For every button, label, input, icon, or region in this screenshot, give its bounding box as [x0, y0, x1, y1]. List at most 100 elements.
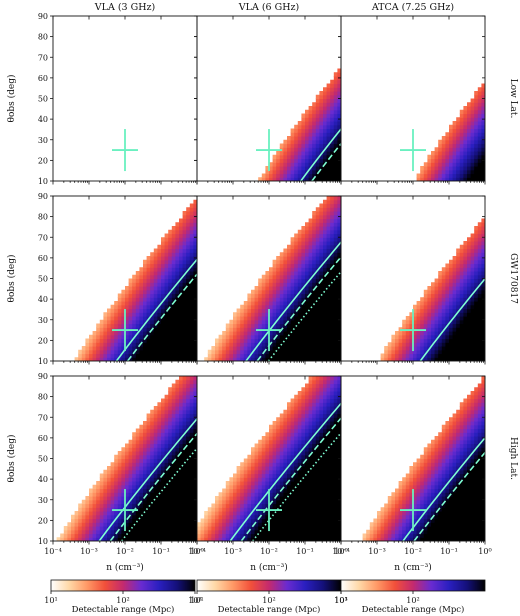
heatmap-cell — [240, 357, 245, 361]
heatmap-cell — [434, 323, 439, 328]
heatmap-cell — [229, 526, 234, 531]
heatmap-cell — [168, 424, 173, 430]
heatmap-cell — [128, 469, 133, 475]
heatmap-cell — [243, 507, 248, 512]
heatmap-cell — [431, 338, 436, 343]
heatmap-cell — [261, 514, 266, 520]
heatmap-cell — [114, 312, 119, 317]
heatmap-cell — [229, 349, 234, 355]
heatmap-cell — [175, 417, 180, 422]
heatmap-cell — [452, 151, 457, 156]
heatmap-cell — [333, 162, 338, 167]
heatmap-cell — [175, 537, 180, 541]
heatmap-cell — [312, 342, 317, 347]
heatmap-cell — [294, 244, 299, 250]
heatmap-cell — [305, 166, 310, 171]
heatmap-cell — [269, 331, 274, 336]
heatmap-cell — [132, 432, 137, 437]
heatmap-cell — [470, 139, 475, 145]
heatmap-cell — [467, 124, 472, 130]
heatmap-cell — [175, 499, 180, 505]
heatmap-cell — [254, 312, 259, 317]
heatmap-cell — [150, 447, 155, 452]
heatmap-cell — [398, 353, 403, 358]
heatmap-cell — [168, 237, 173, 242]
heatmap-cell — [279, 421, 284, 426]
heatmap-cell — [153, 439, 158, 445]
heatmap-cell — [420, 297, 425, 302]
heatmap-cell — [189, 518, 194, 523]
heatmap-cell — [186, 387, 191, 392]
heatmap-cell — [272, 462, 277, 467]
heatmap-cell — [171, 259, 176, 265]
heatmap-cell — [481, 113, 485, 118]
heatmap-cell — [168, 267, 173, 272]
heatmap-cell — [272, 447, 277, 452]
heatmap-cell — [279, 316, 284, 321]
heatmap-cell — [150, 338, 155, 343]
heatmap-cell — [103, 473, 108, 478]
heatmap-cell — [272, 477, 277, 482]
heatmap-cell — [395, 346, 400, 351]
heatmap-cell — [218, 334, 223, 340]
heatmap-cell — [294, 304, 299, 310]
heatmap-cell — [121, 304, 126, 310]
heatmap-cell — [441, 342, 446, 347]
heatmap-cell — [276, 454, 281, 460]
heatmap-cell — [315, 237, 320, 242]
heatmap-cell — [294, 151, 299, 156]
heatmap-cell — [168, 274, 173, 280]
heatmap-cell — [312, 143, 317, 148]
heatmap-cell — [153, 301, 158, 306]
heatmap-cell — [110, 533, 115, 538]
heatmap-cell — [337, 323, 341, 328]
heatmap-cell — [265, 297, 270, 302]
heatmap-cell — [168, 439, 173, 445]
heatmap-cell — [308, 109, 313, 115]
heatmap-cell — [315, 248, 320, 253]
heatmap-cell — [236, 496, 241, 501]
heatmap-cell — [323, 94, 328, 100]
heatmap-cell — [128, 312, 133, 317]
heatmap-cell — [283, 286, 288, 291]
heatmap-cell — [171, 304, 176, 310]
heatmap-cell — [431, 293, 436, 298]
heatmap-cell — [481, 128, 485, 133]
heatmap-cell — [323, 124, 328, 130]
heatmap-cell — [258, 301, 263, 306]
heatmap-cell — [189, 349, 194, 355]
heatmap-cell — [459, 244, 464, 250]
heatmap-cell — [269, 496, 274, 501]
heatmap-cell — [391, 349, 396, 355]
heatmap-cell — [251, 319, 256, 325]
heatmap-cell — [153, 297, 158, 302]
heatmap-cell — [179, 428, 184, 433]
heatmap-cell — [135, 439, 140, 445]
heatmap-cell — [182, 211, 187, 216]
heatmap-cell — [193, 244, 197, 250]
heatmap-cell — [254, 462, 259, 467]
heatmap-cell — [474, 316, 479, 321]
heatmap-cell — [146, 526, 151, 531]
heatmap-cell — [265, 432, 270, 437]
heatmap-cell — [182, 214, 187, 220]
heatmap-cell — [297, 132, 302, 137]
heatmap-cell — [265, 173, 270, 178]
heatmap-cell — [337, 274, 341, 280]
heatmap-cell — [182, 301, 187, 306]
heatmap-cell — [326, 353, 331, 358]
heatmap-cell — [445, 166, 450, 171]
heatmap-cell — [251, 533, 256, 538]
heatmap-cell — [272, 282, 277, 287]
heatmap-cell — [330, 237, 335, 242]
heatmap-cell — [474, 331, 479, 336]
heatmap-cell — [427, 342, 432, 347]
heatmap-cell — [297, 331, 302, 336]
heatmap-cell — [207, 349, 212, 355]
heatmap-cell — [269, 349, 274, 355]
heatmap-cell — [423, 304, 428, 310]
heatmap-cell — [326, 98, 331, 103]
heatmap-cell — [434, 297, 439, 302]
heatmap-cell — [434, 346, 439, 351]
